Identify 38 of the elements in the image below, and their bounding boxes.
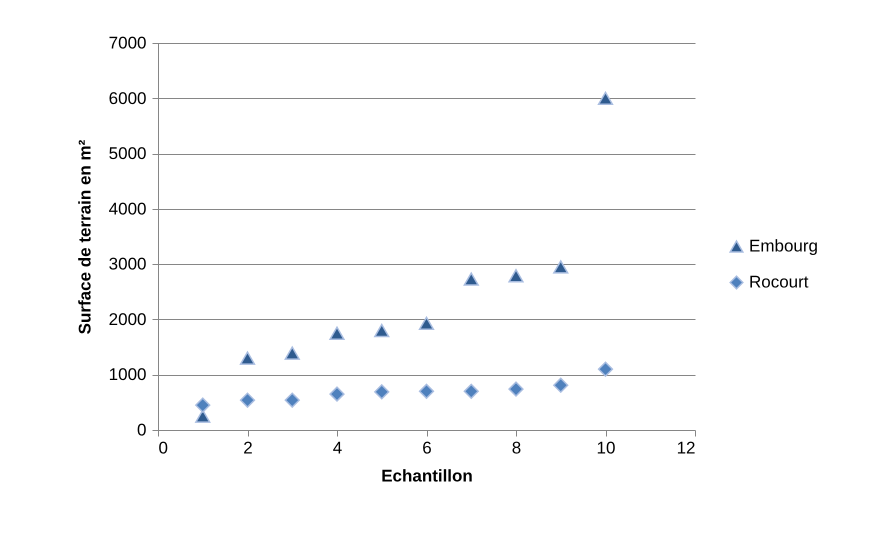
point	[418, 316, 434, 330]
x-tick-label: 10	[596, 438, 616, 458]
point	[598, 362, 614, 377]
x-tick-label: 2	[243, 438, 253, 458]
point	[329, 326, 345, 340]
point	[240, 351, 256, 365]
y-axis-title: Surface de terrain en m²	[76, 139, 95, 334]
point	[374, 384, 390, 400]
y-tick-label: 2000	[108, 310, 146, 329]
point	[284, 392, 300, 408]
x-tick-label: 0	[158, 438, 168, 458]
legend-label: Rocourt	[749, 272, 809, 292]
y-tick-label: 1000	[108, 365, 146, 384]
y-tick-label: 7000	[108, 34, 146, 52]
x-tick-label: 8	[512, 438, 522, 458]
point	[508, 381, 524, 397]
point	[598, 92, 614, 106]
y-tick-label: 6000	[108, 88, 146, 108]
legend-label: Embourg	[749, 236, 818, 256]
point	[553, 378, 568, 393]
point	[464, 384, 479, 399]
point	[553, 260, 568, 274]
y-tick-label: 5000	[108, 144, 146, 164]
y-tick-label: 3000	[108, 254, 146, 274]
point	[418, 384, 434, 399]
x-tick-label: 4	[332, 438, 342, 458]
point	[195, 397, 210, 413]
y-tick-label: 0	[137, 420, 146, 440]
point	[508, 269, 524, 282]
x-axis-title: Echantillon	[381, 466, 473, 486]
point	[464, 272, 479, 286]
x-tick-label: 6	[422, 438, 432, 458]
y-tick-label: 4000	[108, 199, 146, 218]
point	[284, 346, 300, 360]
point	[329, 386, 345, 402]
x-tick-label: 12	[676, 438, 696, 458]
point	[240, 392, 256, 408]
point	[374, 324, 390, 338]
